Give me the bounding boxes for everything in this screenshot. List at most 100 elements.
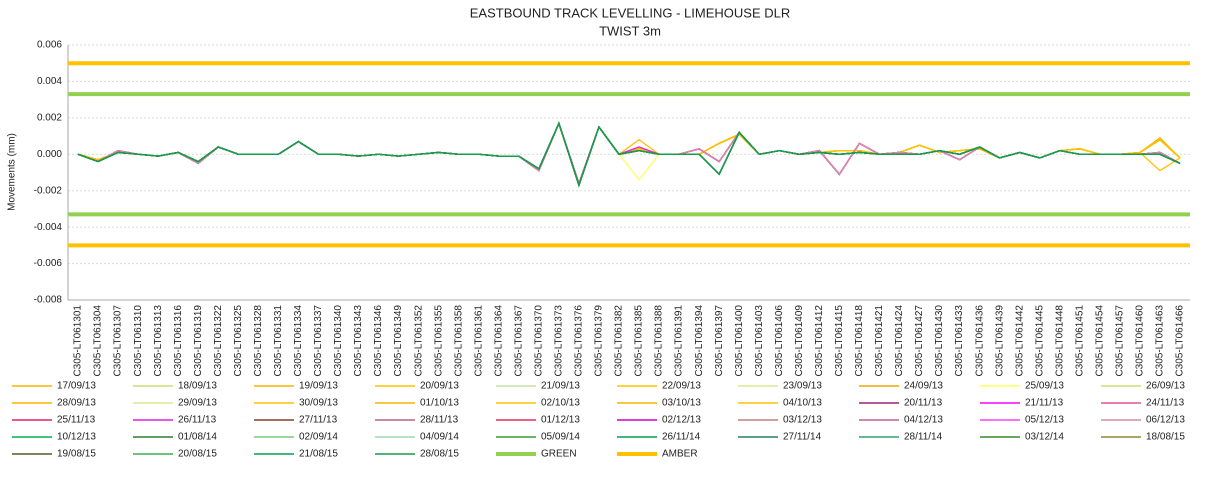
legend-label: 18/09/13 xyxy=(178,381,217,392)
x-tick-label: C305-LT061337 xyxy=(313,305,324,377)
legend-label: 20/08/15 xyxy=(178,449,217,460)
legend-label: 10/12/13 xyxy=(57,432,96,443)
x-tick-label: C305-LT061358 xyxy=(453,305,464,377)
x-tick-label: C305-LT061313 xyxy=(153,305,164,377)
x-tick-label: C305-LT061340 xyxy=(333,305,344,377)
legend-label: 04/10/13 xyxy=(783,398,822,409)
legend-label: 03/12/13 xyxy=(783,415,822,426)
legend-label: 01/12/13 xyxy=(541,415,580,426)
x-tick-label: C305-LT061421 xyxy=(874,305,885,377)
x-tick-label: C305-LT061319 xyxy=(193,305,204,377)
legend-label: 29/09/13 xyxy=(178,398,217,409)
legend-label: 24/11/13 xyxy=(1146,398,1185,409)
x-tick-label: C305-LT061382 xyxy=(614,305,625,377)
y-tick-label: 0.004 xyxy=(37,76,62,87)
y-tick-label: -0.004 xyxy=(34,222,63,233)
y-tick-label: 0.002 xyxy=(37,112,62,123)
x-tick-label: C305-LT061343 xyxy=(353,305,364,377)
legend-label: 27/11/13 xyxy=(299,415,338,426)
legend-label: AMBER xyxy=(662,449,698,460)
x-tick-label: C305-LT061355 xyxy=(433,305,444,377)
y-tick-label: -0.002 xyxy=(34,185,63,196)
x-tick-label: C305-LT061442 xyxy=(1014,305,1025,377)
chart-subtitle: TWIST 3m xyxy=(599,23,661,38)
legend-label: 27/11/14 xyxy=(783,432,822,443)
legend-label: 25/09/13 xyxy=(1025,381,1064,392)
x-tick-label: C305-LT061334 xyxy=(293,305,304,377)
x-tick-label: C305-LT061457 xyxy=(1115,305,1126,377)
x-tick-label: C305-LT061346 xyxy=(373,305,384,377)
legend-label: 20/09/13 xyxy=(420,381,459,392)
legend-label: 01/08/14 xyxy=(178,432,217,443)
legend-label: 17/09/13 xyxy=(57,381,96,392)
legend-label: 04/12/13 xyxy=(904,415,943,426)
legend-label: 05/09/14 xyxy=(541,432,580,443)
x-tick-label: C305-LT061400 xyxy=(734,305,745,377)
legend-label: 18/08/15 xyxy=(1146,432,1185,443)
x-tick-label: C305-LT061448 xyxy=(1054,305,1065,377)
x-tick-label: C305-LT061406 xyxy=(774,305,785,377)
x-tick-label: C305-LT061433 xyxy=(954,305,965,377)
x-tick-label: C305-LT061430 xyxy=(934,305,945,377)
legend-label: GREEN xyxy=(541,449,577,460)
legend-label: 28/09/13 xyxy=(57,398,96,409)
x-tick-label: C305-LT061424 xyxy=(894,305,905,377)
x-tick-label: C305-LT061451 xyxy=(1074,305,1085,377)
x-tick-label: C305-LT061388 xyxy=(654,305,665,377)
x-tick-label: C305-LT061412 xyxy=(814,305,825,377)
x-tick-label: C305-LT061397 xyxy=(714,305,725,377)
x-tick-label: C305-LT061391 xyxy=(674,305,685,377)
x-tick-label: C305-LT061460 xyxy=(1135,305,1146,377)
legend-label: 02/09/14 xyxy=(299,432,338,443)
legend-label: 21/09/13 xyxy=(541,381,580,392)
y-tick-label: -0.006 xyxy=(34,258,63,269)
legend-label: 25/11/13 xyxy=(57,415,96,426)
legend-label: 21/11/13 xyxy=(1025,398,1064,409)
x-tick-label: C305-LT061409 xyxy=(794,305,805,377)
legend-label: 02/10/13 xyxy=(541,398,580,409)
legend-label: 24/09/13 xyxy=(904,381,943,392)
x-tick-label: C305-LT061463 xyxy=(1155,305,1166,377)
x-tick-label: C305-LT061304 xyxy=(93,305,104,377)
legend-label: 26/11/14 xyxy=(662,432,701,443)
x-tick-label: C305-LT061364 xyxy=(493,305,504,377)
legend-label: 03/12/14 xyxy=(1025,432,1064,443)
x-tick-label: C305-LT061379 xyxy=(594,305,605,377)
legend-label: 26/09/13 xyxy=(1146,381,1185,392)
x-tick-label: C305-LT061367 xyxy=(513,305,524,377)
legend-label: 23/09/13 xyxy=(783,381,822,392)
legend-label: 02/12/13 xyxy=(662,415,701,426)
x-tick-label: C305-LT061301 xyxy=(73,305,84,377)
x-tick-label: C305-LT061418 xyxy=(854,305,865,377)
x-tick-label: C305-LT061316 xyxy=(173,305,184,377)
legend-label: 04/09/14 xyxy=(420,432,459,443)
x-tick-label: C305-LT061310 xyxy=(133,305,144,377)
x-tick-label: C305-LT061373 xyxy=(554,305,565,377)
y-tick-label: 0.006 xyxy=(37,40,62,51)
y-tick-label: -0.008 xyxy=(34,295,63,306)
legend-label: 28/11/13 xyxy=(420,415,459,426)
x-tick-label: C305-LT061376 xyxy=(574,305,585,377)
x-tick-label: C305-LT061328 xyxy=(253,305,264,377)
x-tick-label: C305-LT061454 xyxy=(1094,305,1105,377)
legend-label: 03/10/13 xyxy=(662,398,701,409)
x-tick-label: C305-LT061403 xyxy=(754,305,765,377)
legend-label: 30/09/13 xyxy=(299,398,338,409)
y-tick-label: 0.000 xyxy=(37,149,62,160)
legend-label: 19/08/15 xyxy=(57,449,96,460)
legend-label: 01/10/13 xyxy=(420,398,459,409)
x-tick-label: C305-LT061352 xyxy=(413,305,424,377)
x-tick-label: C305-LT061445 xyxy=(1034,305,1045,377)
series-line xyxy=(77,121,1181,188)
x-tick-label: C305-LT061385 xyxy=(634,305,645,377)
legend-label: 06/12/13 xyxy=(1146,415,1185,426)
x-tick-label: C305-LT061325 xyxy=(233,305,244,377)
x-tick-label: C305-LT061361 xyxy=(473,305,484,377)
x-tick-label: C305-LT061427 xyxy=(914,305,925,377)
legend-label: 28/08/15 xyxy=(420,449,459,460)
legend-label: 22/09/13 xyxy=(662,381,701,392)
x-tick-label: C305-LT061370 xyxy=(533,305,544,377)
x-tick-label: C305-LT061415 xyxy=(834,305,845,377)
y-axis-label: Movements (mm) xyxy=(7,133,18,211)
